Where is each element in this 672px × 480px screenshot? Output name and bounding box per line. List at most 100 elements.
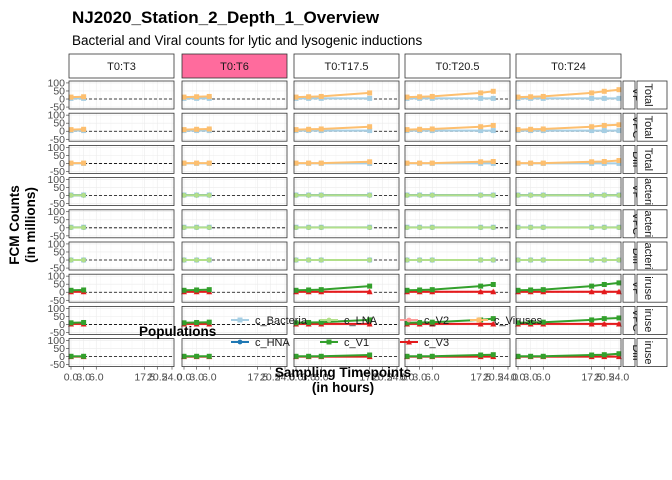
x-tick-label: 3.0 [301,372,316,384]
data-point [515,160,521,166]
x-tick-label: 17.5 [359,372,380,384]
y-tick-label: 100 [47,110,65,122]
data-point [306,287,312,293]
facet-panel [68,144,175,174]
panel-border [404,273,511,303]
series-line [296,354,370,358]
panel-border [68,209,175,239]
legend-label: c_V3 [424,337,449,349]
facet-strip-label: T0:T17.5 [324,61,368,73]
data-point [417,319,423,325]
facet-strip-group-label: acteri [642,243,654,270]
data-point [490,192,496,198]
facet-panel [404,338,511,368]
x-tick-label: 0.0 [289,372,304,384]
data-point [318,257,324,263]
data-point [181,320,187,326]
axes: 100500-50100500-50100500-50100500-501005… [7,77,629,395]
data-point [417,192,423,198]
data-point [404,160,410,166]
data-point [601,257,607,263]
data-point [490,257,496,263]
facet-panel [181,80,288,110]
facet-panel [515,112,622,142]
data-point [181,257,187,263]
data-point [490,88,496,94]
data-point [528,257,534,263]
data-point [478,283,484,289]
legend-key-marker [237,317,243,323]
data-point [589,352,595,358]
data-point [540,287,546,293]
panel-border [404,241,511,271]
data-point [68,353,74,359]
facet-panel [515,209,622,239]
legend-key-marker [406,317,412,323]
legend-title: Populations [139,324,216,339]
legend-item: c_Viruses [470,315,543,327]
facet-strip-group-label: acteri [642,210,654,237]
facet-panel [293,338,400,368]
facet-strip-row [622,209,636,239]
data-point [429,93,435,99]
data-point [293,94,299,100]
legend-key-marker [326,339,332,345]
panel-border [68,338,175,368]
facet-panel [515,80,622,110]
x-tick-label: 0.0 [511,372,526,384]
data-point [367,159,373,165]
data-point [206,353,212,359]
legend-item: c_LNA [320,315,378,327]
y-tick-label: 0 [59,190,65,202]
y-tick-label: 100 [47,174,65,186]
legend-key-marker [326,317,332,323]
data-point [540,160,546,166]
facet-strip-label: T0:T6 [220,61,249,73]
facet-strip-group [636,144,668,174]
data-point [478,159,484,165]
data-point [293,257,299,263]
data-point [81,257,87,263]
data-point [194,126,200,132]
data-point [589,317,595,323]
data-point [81,160,87,166]
data-point [181,94,187,100]
data-point [194,192,200,198]
y-tick-label: 100 [47,142,65,154]
data-point [589,159,595,165]
data-point [616,257,622,263]
x-axis-title: Sampling Timepoints [275,365,411,380]
facet-panel [293,80,400,110]
data-point [601,225,607,230]
facet-strip-label: T0:T20.5 [435,61,479,73]
data-point [404,353,410,359]
data-point [181,192,187,198]
data-point [589,95,595,101]
facet-strip-group-label: Total [642,116,654,139]
data-point [477,288,484,295]
facet-panel [68,273,175,303]
y-tick-label: -50 [50,166,65,178]
data-point [417,160,423,166]
y-tick-label: 100 [47,206,65,218]
data-point [540,319,546,325]
panel-border [515,80,622,110]
data-point [417,257,423,263]
facet-strip-column [68,53,175,79]
data-point [528,319,534,325]
y-tick-label: -50 [50,263,65,275]
x-tick-label: 20.5 [372,372,393,384]
data-point [616,122,622,128]
data-point [318,225,324,230]
data-point [616,87,622,93]
data-point [367,257,373,263]
data-point [515,287,521,293]
data-point [194,257,200,263]
data-point [490,158,496,164]
data-point [478,192,484,198]
data-point [515,353,521,359]
data-point [293,192,299,198]
data-point [306,94,312,100]
data-point [68,160,74,166]
x-tick-label: 0.0 [400,372,415,384]
